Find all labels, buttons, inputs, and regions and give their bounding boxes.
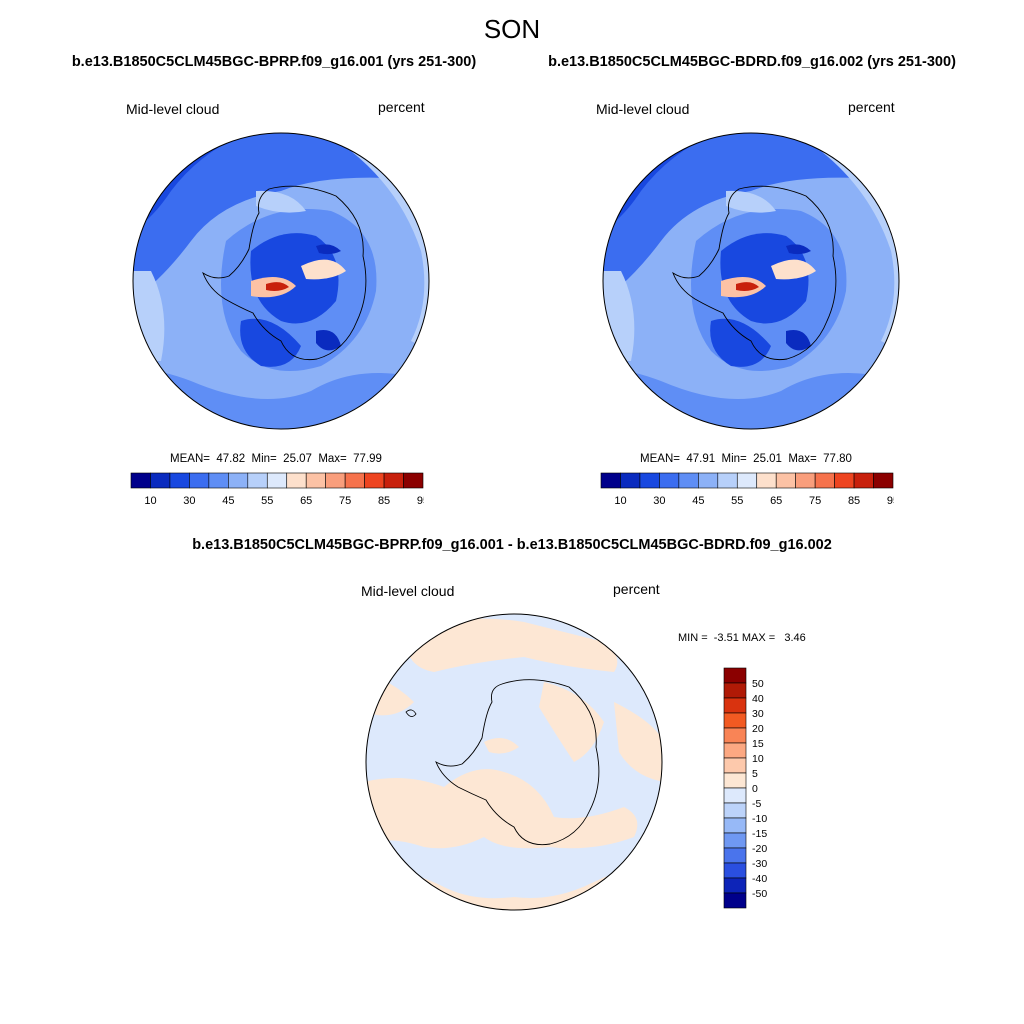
diff-colorbar-swatch xyxy=(723,667,747,684)
colorbar-tick-label: 55 xyxy=(261,495,273,507)
diff-colorbar-tick-label: 20 xyxy=(752,723,764,735)
colorbar-swatch xyxy=(814,472,835,489)
diff-colorbar-swatch xyxy=(723,682,747,699)
diff-colorbar-tick-label: 30 xyxy=(752,708,764,720)
colorbar-swatch xyxy=(639,472,660,489)
colorbar-swatch xyxy=(659,472,680,489)
diff-polar-map xyxy=(365,613,663,911)
season-title: SON xyxy=(483,14,541,44)
diff-colorbar-swatch xyxy=(723,847,747,864)
panel2-colorbar: 10 30 45 55 65 75 85 95 xyxy=(600,472,894,507)
diff-stats: MIN = -3.51 MAX = 3.46 xyxy=(678,632,806,644)
colorbar-tick-label: 30 xyxy=(653,495,665,507)
colorbar-swatch xyxy=(305,472,326,489)
diff-colorbar-tick-label: -40 xyxy=(752,873,767,885)
colorbar-tick-label: 55 xyxy=(731,495,743,507)
diff-colorbar-swatch xyxy=(723,862,747,879)
colorbar-swatch xyxy=(344,472,365,489)
colorbar-swatch xyxy=(775,472,796,489)
diff-colorbar-swatch xyxy=(723,817,747,834)
colorbar-swatch xyxy=(208,472,229,489)
diff-colorbar-tick-label: -5 xyxy=(752,798,761,810)
diff-colorbar-tick-label: 0 xyxy=(752,783,758,795)
panel2-polar-map xyxy=(602,132,900,430)
colorbar-tick-label: 45 xyxy=(692,495,704,507)
colorbar-swatch xyxy=(286,472,307,489)
panel1-units-label: percent xyxy=(378,99,425,115)
colorbar-swatch xyxy=(266,472,288,489)
panel1-polar-map xyxy=(132,132,430,430)
colorbar-swatch xyxy=(736,472,758,489)
diff-colorbar-tick-label: -30 xyxy=(752,858,767,870)
diff-colorbar-tick-label: 15 xyxy=(752,738,764,750)
colorbar-swatch xyxy=(383,472,404,489)
colorbar-swatch xyxy=(620,472,641,489)
panel2-variable-label: Mid-level cloud xyxy=(596,101,690,117)
colorbar-swatch xyxy=(364,472,385,489)
colorbar-tick-label: 10 xyxy=(144,495,156,507)
colorbar-tick-label: 30 xyxy=(183,495,195,507)
colorbar-tick-label: 65 xyxy=(300,495,312,507)
colorbar-swatch xyxy=(678,472,699,489)
diff-colorbar-swatch xyxy=(723,727,747,744)
colorbar-swatch xyxy=(169,472,190,489)
colorbar-swatch xyxy=(698,472,719,489)
diff-colorbar-swatch xyxy=(723,697,747,714)
colorbar-swatch xyxy=(795,472,816,489)
diff-colorbar-swatch xyxy=(723,742,747,759)
colorbar-tick-label: 85 xyxy=(378,495,390,507)
diff-colorbar-swatch xyxy=(723,832,747,849)
panel1-variable-label: Mid-level cloud xyxy=(126,101,220,117)
colorbar-swatch xyxy=(717,472,738,489)
diff-colorbar-tick-label: 40 xyxy=(752,693,764,705)
diff-colorbar-swatch xyxy=(723,877,747,894)
colorbar-swatch xyxy=(873,472,894,489)
diff-colorbar-tick-label: -10 xyxy=(752,813,767,825)
colorbar-swatch xyxy=(189,472,210,489)
colorbar-swatch xyxy=(150,472,171,489)
diff-title: b.e13.B1850C5CLM45BGC-BPRP.f09_g16.001 -… xyxy=(192,537,832,553)
diff-colorbar-tick-label: -20 xyxy=(752,843,767,855)
colorbar-swatch xyxy=(756,472,777,489)
colorbar-swatch xyxy=(325,472,346,489)
panel1-title: b.e13.B1850C5CLM45BGC-BPRP.f09_g16.001 (… xyxy=(71,54,477,70)
diff-variable-label: Mid-level cloud xyxy=(361,583,455,599)
diff-colorbar-swatch xyxy=(723,892,747,909)
colorbar-tick-label: 65 xyxy=(770,495,782,507)
panel1-colorbar: 10 30 45 55 65 75 85 95 xyxy=(130,472,424,507)
diff-colorbar-swatch xyxy=(723,757,747,774)
colorbar-tick-label: 10 xyxy=(614,495,626,507)
colorbar-swatch xyxy=(403,472,424,489)
diff-colorbar-swatch xyxy=(723,772,747,789)
diff-colorbar-swatch xyxy=(723,787,747,804)
colorbar-tick-label: 75 xyxy=(809,495,821,507)
colorbar-swatch xyxy=(228,472,249,489)
diff-colorbar-tick-label: 5 xyxy=(752,768,758,780)
diff-colorbar-swatch xyxy=(723,712,747,729)
diff-colorbar-tick-label: -15 xyxy=(752,828,767,840)
colorbar-tick-label: 45 xyxy=(222,495,234,507)
colorbar-swatch xyxy=(600,472,621,489)
panel2-stats: MEAN= 47.91 Min= 25.01 Max= 77.80 xyxy=(640,453,852,465)
colorbar-swatch xyxy=(247,472,268,489)
diff-units-label: percent xyxy=(613,581,660,597)
colorbar-tick-label: 95 xyxy=(887,495,894,507)
colorbar-tick-label: 85 xyxy=(848,495,860,507)
colorbar-swatch xyxy=(130,472,151,489)
colorbar-swatch xyxy=(834,472,855,489)
panel2-title: b.e13.B1850C5CLM45BGC-BDRD.f09_g16.002 (… xyxy=(548,54,956,70)
diff-colorbar-swatch xyxy=(723,802,747,819)
panel1-stats: MEAN= 47.82 Min= 25.07 Max= 77.99 xyxy=(170,453,382,465)
diff-colorbar-tick-label: 50 xyxy=(752,678,764,690)
panel2-units-label: percent xyxy=(848,99,895,115)
colorbar-tick-label: 75 xyxy=(339,495,351,507)
colorbar-swatch xyxy=(853,472,874,489)
diff-colorbar-tick-label: -50 xyxy=(752,888,767,900)
colorbar-tick-label: 95 xyxy=(417,495,424,507)
diff-colorbar-tick-label: 10 xyxy=(752,753,764,765)
